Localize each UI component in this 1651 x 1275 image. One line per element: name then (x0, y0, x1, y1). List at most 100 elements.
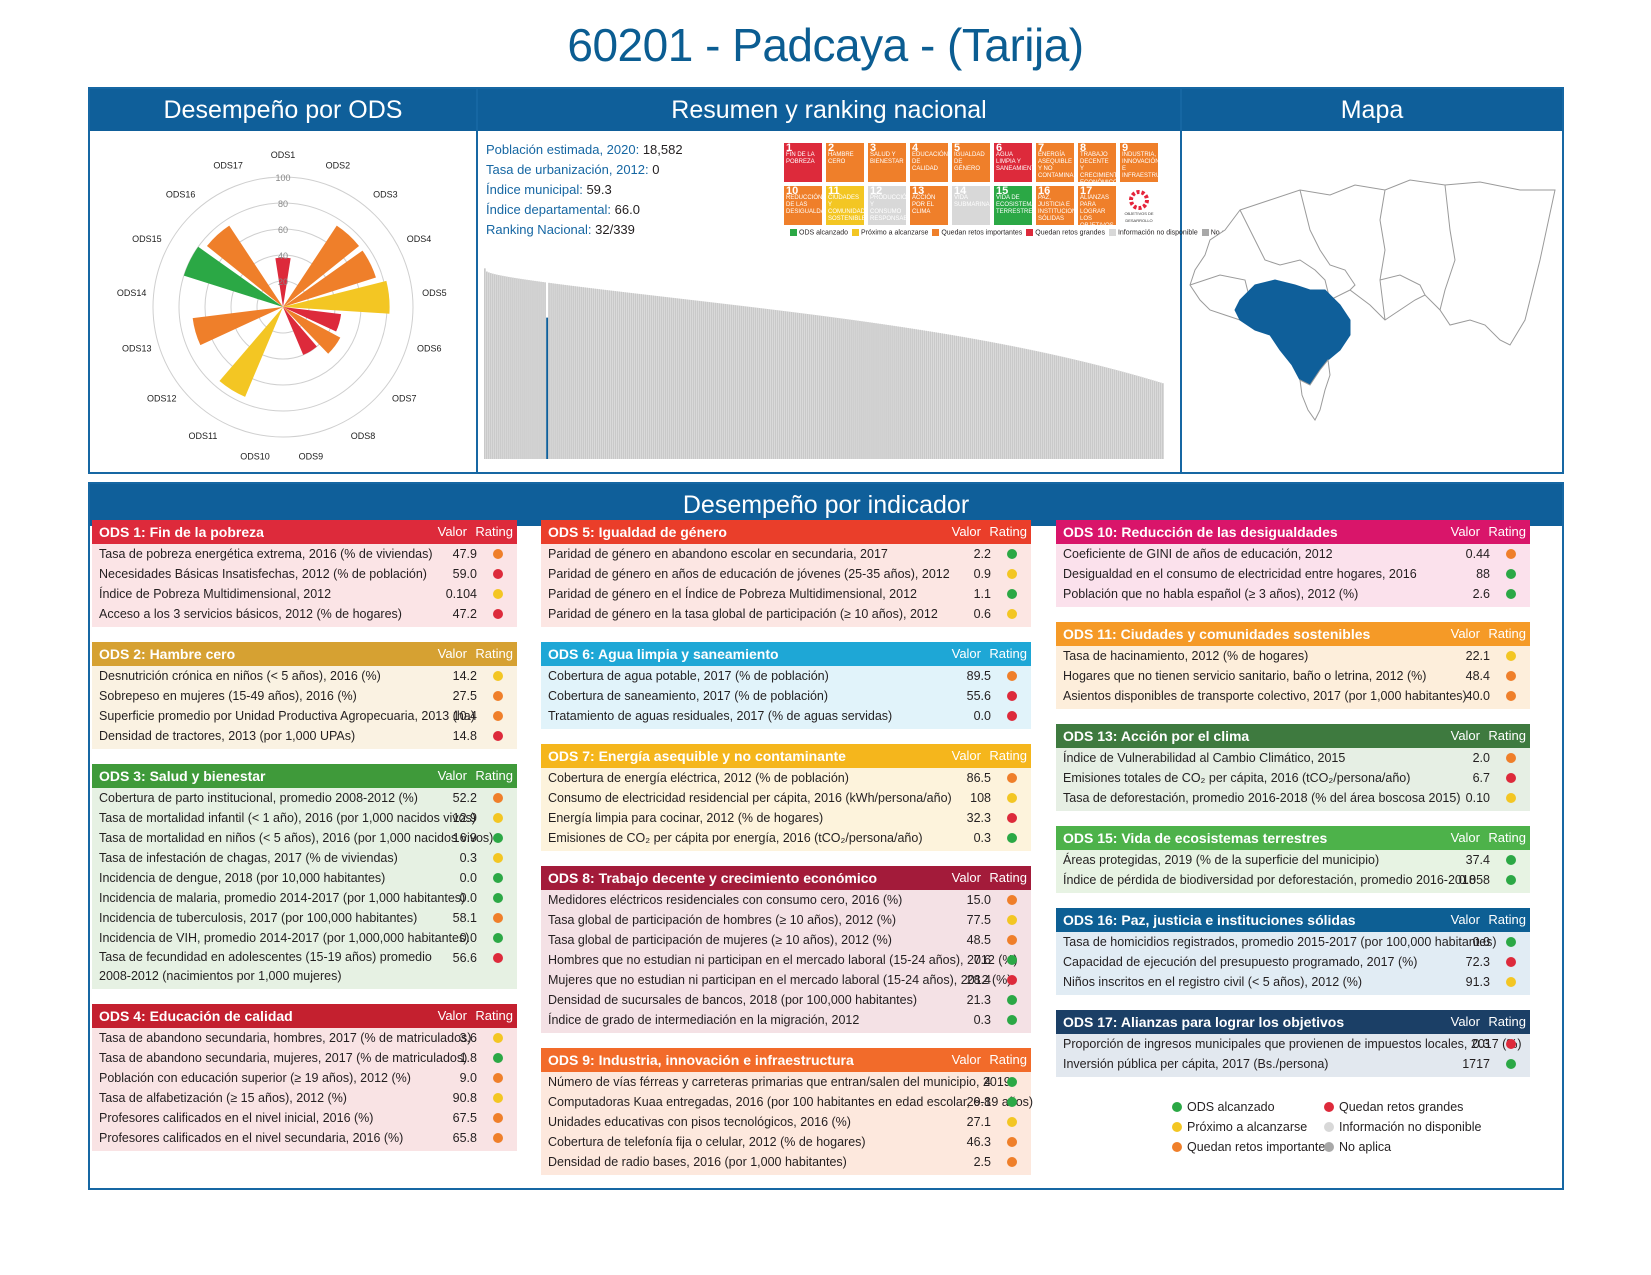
indicator-value: 22.1 (1465, 649, 1490, 663)
ranking-bar (953, 335, 956, 459)
col-valor-header: Valor (1450, 1014, 1480, 1029)
indicator-name: Paridad de género en la tasa global de p… (548, 607, 938, 621)
sdg-tile-text: OBJETIVOS DE DESARROLLO SOSTENIBLE (1124, 211, 1154, 223)
ranking-bar (496, 274, 498, 459)
rating-dot-green (1007, 1097, 1017, 1107)
indicator-value: 1717 (1462, 1057, 1490, 1071)
ranking-bar (957, 336, 960, 459)
indicator-table-title: ODS 5: Igualdad de género (548, 524, 727, 540)
ranking-bar (722, 303, 725, 459)
ranking-bar (991, 342, 994, 459)
rating-legend-dot (1172, 1102, 1182, 1112)
indicator-name: Consumo de electricidad residencial per … (548, 791, 952, 805)
ranking-bar (696, 300, 699, 459)
indicator-name: Tasa de hacinamiento, 2012 (% de hogares… (1063, 649, 1309, 663)
rating-legend-item: No aplica (1324, 1140, 1391, 1154)
ranking-bar (1059, 356, 1062, 459)
radar-axis-label: ODS10 (240, 451, 270, 461)
ranking-bar (835, 317, 837, 459)
indicator-value: 21.3 (966, 993, 991, 1007)
radar-tick-label: 60 (278, 225, 288, 235)
radar-tick-label: 40 (278, 251, 288, 261)
indicator-value: 0.3 (459, 851, 477, 865)
rating-dot-green (1506, 589, 1516, 599)
ranking-bar (841, 318, 843, 459)
col-valor-header: Valor (437, 768, 467, 783)
indicator-value: 90.8 (452, 1091, 477, 1105)
indicator-table-title: ODS 17: Alianzas para lograr los objetiv… (1063, 1014, 1345, 1030)
indicator-value: 67.5 (452, 1111, 477, 1125)
ranking-bar (806, 314, 809, 459)
ranking-bar (1025, 348, 1028, 459)
ranking-bar (630, 292, 633, 459)
indicator-value: 0.0 (459, 891, 477, 905)
indicator-row: Áreas protegidas, 2019 (% de la superfic… (1056, 850, 1530, 870)
top-panel: Desempeño por ODS Resumen y ranking naci… (88, 87, 1564, 474)
ranking-bar (588, 287, 591, 459)
ranking-bar (995, 342, 998, 459)
indicator-table-header: ODS 17: Alianzas para lograr los objetiv… (1056, 1010, 1530, 1034)
indicator-name: Incidencia de tuberculosis, 2017 (por 10… (99, 911, 418, 925)
indicator-row: Mujeres que no estudian ni participan en… (541, 970, 1031, 990)
indicator-value: 27.5 (452, 689, 477, 703)
rating-dot-orange (493, 1073, 503, 1083)
rating-dot-red (493, 731, 503, 741)
rating-dot-orange (1007, 1137, 1017, 1147)
ranking-bar (642, 294, 645, 459)
indicator-row: Tasa global de participación de mujeres … (541, 930, 1031, 950)
sdg-tile-number: 3 (870, 143, 877, 154)
ranking-bar (1159, 382, 1162, 459)
ranking-bar (869, 322, 871, 459)
stat-value: 59.3 (582, 182, 612, 197)
rating-dot-orange (1506, 671, 1516, 681)
ranking-bar (1039, 351, 1042, 459)
ranking-bar (883, 324, 885, 459)
ranking-bar (1015, 346, 1018, 459)
indicator-value: 77.5 (966, 913, 991, 927)
ranking-bar (827, 316, 829, 459)
ranking-bar (939, 333, 942, 459)
indicator-name: Número de vías férreas y carreteras prim… (548, 1075, 1011, 1089)
ranking-bar (1063, 357, 1066, 459)
ranking-bar (562, 284, 564, 459)
ranking-bar (758, 308, 761, 459)
indicator-name: Cobertura de telefonía fija o celular, 2… (548, 1135, 866, 1149)
ranking-bar (632, 293, 635, 459)
divider (1180, 89, 1182, 472)
indicator-value: 9.0 (459, 1071, 477, 1085)
indicator-row: Niños inscritos en el registro civil (< … (1056, 972, 1530, 992)
indicator-value: 1.1 (973, 587, 991, 601)
sdg-tile-text: AGUA LIMPIA Y SANEAMIENTO (996, 152, 1032, 172)
indicator-row: Cobertura de agua potable, 2017 (% de po… (541, 666, 1031, 686)
col-valor-header: Valor (951, 748, 981, 763)
stat-value: 18,582 (639, 142, 683, 157)
indicator-table: ODS 9: Industria, innovación e infraestr… (541, 1048, 1033, 1175)
ranking-bar (678, 298, 681, 459)
rating-legend-item: Información no disponible (1324, 1120, 1481, 1134)
col-valor-header: Valor (1450, 524, 1480, 539)
indicator-name: Inversión pública per cápita, 2017 (Bs./… (1063, 1057, 1329, 1071)
ranking-bar (490, 273, 492, 459)
indicator-row: Emisiones totales de CO₂ per cápita, 201… (1056, 768, 1530, 788)
radar-axis-label: ODS7 (392, 394, 417, 404)
ranking-bar (596, 288, 599, 459)
ranking-bar (1041, 352, 1044, 459)
ranking-bar (702, 301, 705, 459)
ranking-bar (879, 323, 881, 459)
stat-row: Índice municipal: 59.3 (486, 180, 683, 200)
indicator-row: Coeficiente de GINI de años de educación… (1056, 544, 1530, 564)
indicator-value: 2.6 (1472, 587, 1490, 601)
indicator-table: ODS 4: Educación de calidad Valor Rating Ta… (92, 1004, 517, 1151)
ranking-bar (746, 306, 749, 459)
ranking-bar (837, 317, 839, 459)
ranking-bar (536, 281, 538, 459)
indicator-table-title: ODS 6: Agua limpia y saneamiento (548, 646, 779, 662)
ranking-bar (534, 280, 536, 459)
indicator-name: Índice de grado de intermediación en la … (548, 1013, 860, 1027)
indicator-name: Hogares que no tienen servicio sanitario… (1063, 669, 1427, 683)
ranking-bar (951, 335, 954, 459)
ranking-bar (800, 313, 803, 459)
ranking-bar (985, 341, 988, 459)
indicator-row: Incidencia de VIH, promedio 2014-2017 (p… (92, 928, 517, 948)
